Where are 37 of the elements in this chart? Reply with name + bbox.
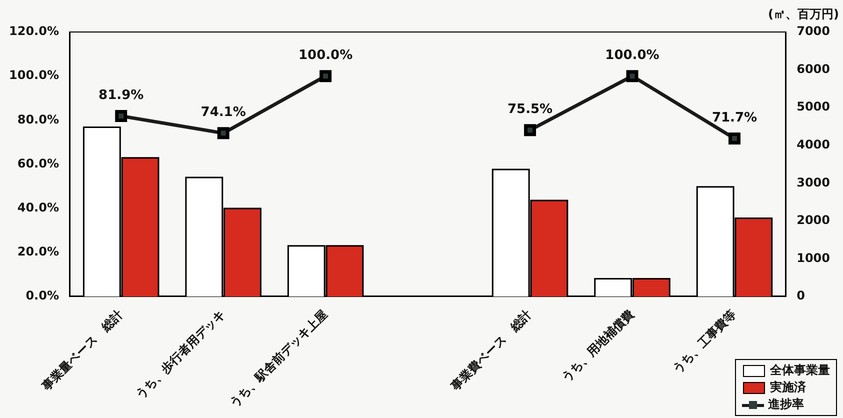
data-label: 75.5% bbox=[507, 102, 553, 117]
x-tick-label: うち、用地補償費 bbox=[558, 307, 637, 385]
y-tick-label: 20.0% bbox=[17, 244, 59, 259]
x-tick-label: うち、駅舎前デッキ上屋 bbox=[226, 307, 330, 410]
data-label: 100.0% bbox=[605, 48, 660, 63]
y-tick-label: 80.0% bbox=[17, 112, 59, 126]
y2-tick-label: 5000 bbox=[796, 100, 830, 114]
point bbox=[217, 127, 230, 140]
y2-tick-label: 2000 bbox=[796, 213, 830, 228]
y2-tick-label: 0 bbox=[796, 288, 805, 303]
y2-tick-label: 1000 bbox=[796, 250, 830, 265]
point bbox=[320, 70, 332, 82]
data-label: 74.1% bbox=[200, 105, 246, 120]
data-label: 100.0% bbox=[298, 48, 353, 63]
legend-label: 全体事業量 bbox=[770, 362, 830, 379]
point bbox=[115, 110, 128, 122]
y2-axis-title: (㎡、百万円) bbox=[768, 6, 839, 23]
y-tick-label: 0.0% bbox=[26, 288, 59, 303]
y-tick-label: 100.0% bbox=[8, 68, 59, 82]
legend-label: 実施済 bbox=[770, 379, 806, 396]
y-tick-label: 40.0% bbox=[17, 200, 59, 214]
x-tick-label: 事業費ベース 総計 bbox=[447, 307, 534, 394]
point bbox=[524, 124, 536, 136]
y2-tick-label: 6000 bbox=[796, 62, 830, 76]
y2-tick-label: 7000 bbox=[796, 24, 830, 38]
data-label: 81.9% bbox=[98, 88, 144, 103]
x-tick-label: 事業量ベース 総計 bbox=[38, 307, 126, 394]
x-tick-label: うち、工事費等 bbox=[670, 307, 739, 376]
y-tick-label: 60.0% bbox=[17, 156, 59, 170]
y-tick-label: 120.0% bbox=[8, 24, 59, 38]
data-label: 71.7% bbox=[712, 110, 758, 126]
point bbox=[728, 132, 740, 144]
x-tick-label: うち、歩行者用デッキ bbox=[132, 307, 228, 402]
legend-label: 進捗率 bbox=[768, 396, 804, 413]
y2-tick-label: 3000 bbox=[796, 175, 830, 190]
point bbox=[626, 70, 638, 82]
y2-tick-label: 4000 bbox=[796, 137, 830, 152]
